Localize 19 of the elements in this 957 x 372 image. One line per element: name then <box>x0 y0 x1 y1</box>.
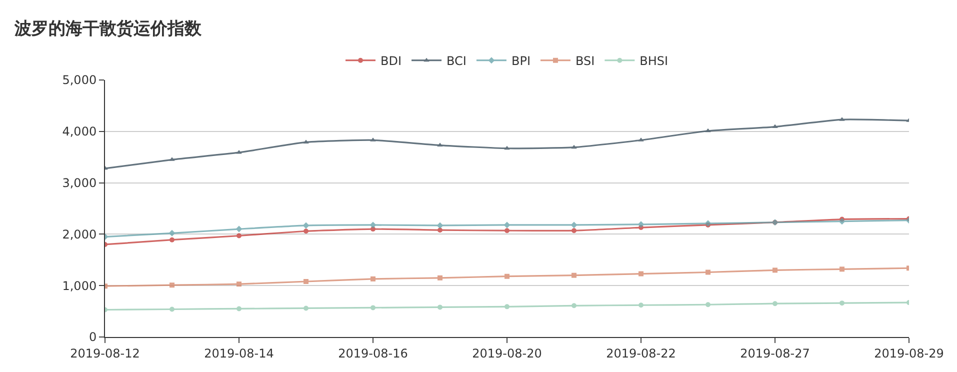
legend-label: BPI <box>511 54 530 68</box>
y-tick-label: 1,000 <box>62 278 97 293</box>
y-tick-label: 5,000 <box>62 73 97 88</box>
y-tick-label: 3,000 <box>62 176 97 190</box>
x-tick-label: 2019-08-22 <box>606 346 676 360</box>
x-tick-label: 2019-08-14 <box>204 346 274 360</box>
y-tick-label: 2,000 <box>62 227 97 242</box>
x-tick-label: 2019-08-16 <box>338 346 408 360</box>
x-tick-label: 2019-08-29 <box>874 346 944 360</box>
legend-label: BSI <box>575 54 595 68</box>
x-tick-label: 2019-08-20 <box>472 346 542 360</box>
y-tick-label: 0 <box>88 330 97 344</box>
chart-title: 波罗的海干散货运价指数 <box>13 19 202 40</box>
legend-label: BDI <box>380 54 402 68</box>
x-tick-label: 2019-08-12 <box>70 346 140 360</box>
x-tick-label: 2019-08-27 <box>740 346 810 360</box>
y-tick-label: 4,000 <box>62 124 97 139</box>
legend-label: BHSI <box>640 54 668 68</box>
legend-label: BCI <box>446 54 466 68</box>
